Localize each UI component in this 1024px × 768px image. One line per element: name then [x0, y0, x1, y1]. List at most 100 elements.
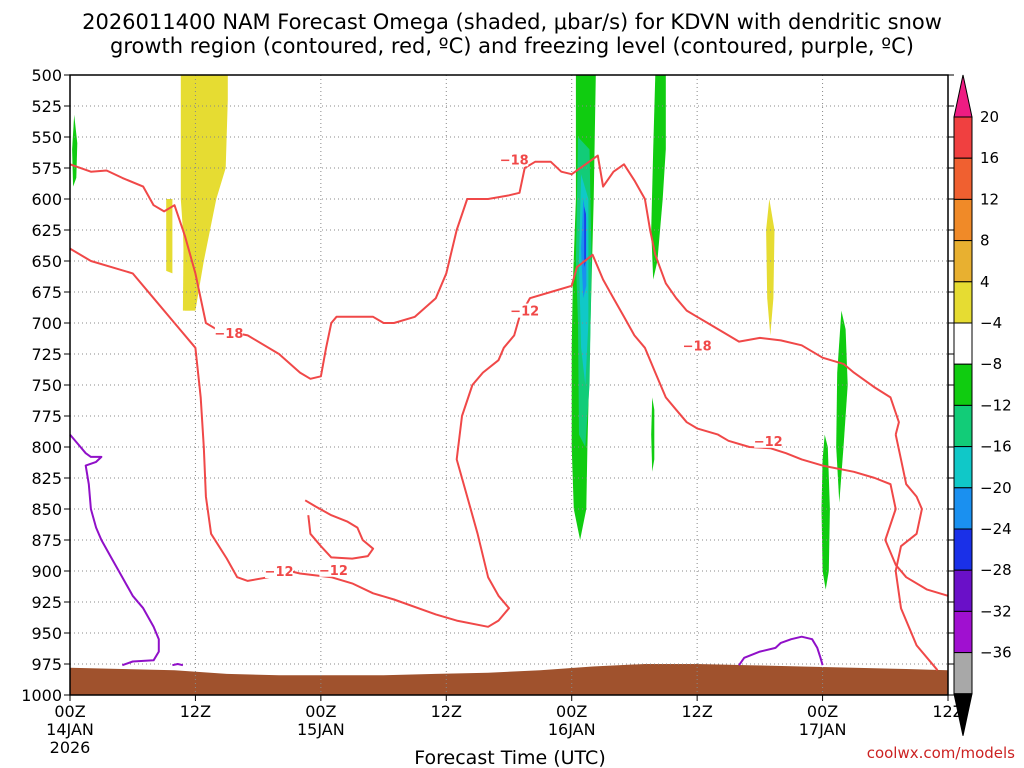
colorbar-swatch-2 [953, 157, 973, 200]
colorbar-bottom-arrow [953, 693, 973, 736]
x-tick-label-48: 00Z [556, 702, 587, 721]
y-tick-label-800: 800 [31, 438, 62, 457]
y-tick-label-725: 725 [31, 345, 62, 364]
contour-dgz-rightlow [894, 434, 939, 671]
colorbar-swatch-13 [953, 610, 973, 654]
y-axis: 500 525 550 575 600 625 650 675 700 725 750 775 800 8… [21, 66, 954, 705]
x-tick-label-24: 00Z [305, 702, 336, 721]
contour-label-5: −12 [265, 565, 294, 580]
contour-label-0: −18 [500, 153, 529, 168]
contour-labels: −18 −18 −12 −18 −12 −12 −12 [214, 152, 783, 580]
colorbar-label-12: −32 [980, 602, 1012, 620]
temperature-contours [69, 154, 949, 671]
terrain-fill [70, 664, 948, 695]
contour-freezing-small [172, 663, 184, 667]
omega-region-yellow-t21 [166, 199, 173, 274]
terrain-polygon [70, 664, 948, 695]
contour-freezing-left [69, 433, 160, 667]
colorbar-swatch-3 [953, 198, 973, 242]
y-tick-label-575: 575 [31, 159, 62, 178]
contour-label-bg-5 [265, 564, 294, 578]
colorbar-label-1: 16 [980, 149, 999, 167]
y-tick-label-550: 550 [31, 128, 62, 147]
y-tick-label-900: 900 [31, 562, 62, 581]
x-tick-label-36: 12Z [431, 702, 462, 721]
omega-region-green-t0 [72, 114, 78, 187]
y-tick-label-500: 500 [31, 66, 62, 85]
colorbar-top-arrow [953, 74, 973, 118]
y-tick-label-925: 925 [31, 593, 62, 612]
contour-label-bg-4 [754, 433, 783, 448]
colorbar-label-7: −12 [980, 396, 1012, 414]
colorbar-swatch-4 [953, 240, 973, 283]
colorbar-label-6: −8 [980, 355, 1002, 373]
colorbar-swatch-10 [953, 487, 973, 530]
y-tick-label-875: 875 [31, 531, 62, 550]
x-tick-label-12: 12Z [180, 702, 211, 721]
x-tick-label-60: 12Z [681, 702, 712, 721]
colorbar-label-11: −28 [980, 561, 1012, 579]
colorbar-label-4: 4 [980, 273, 990, 291]
omega-region-green-t73 [821, 434, 830, 590]
colorbar-swatch-9 [953, 446, 973, 489]
contour-label-3: −18 [683, 339, 712, 354]
chart-title-line-2: growth region (contoured, red, ºC) and f… [110, 34, 914, 58]
omega-region-yellow-t67 [766, 199, 775, 336]
omega-region-green-t54 [651, 75, 666, 280]
colorbar-label-10: −24 [980, 520, 1012, 538]
colorbar-swatch-12 [953, 569, 973, 612]
y-tick-label-1000: 1000 [21, 686, 62, 705]
colorbar-swatch-8 [953, 404, 973, 448]
colorbar-label-13: −36 [980, 644, 1012, 662]
y-tick-label-650: 650 [31, 252, 62, 271]
contour-label-bg-3 [683, 338, 712, 353]
colorbar-swatch-5 [953, 281, 973, 324]
contour-freezing-right [738, 635, 824, 666]
y-tick-label-850: 850 [31, 500, 62, 519]
colorbar-label-9: −20 [980, 479, 1012, 497]
contour-label-bg-0 [500, 152, 529, 167]
y-tick-label-600: 600 [31, 190, 62, 209]
y-tick-label-700: 700 [31, 314, 62, 333]
colorbar-swatch-1 [953, 116, 973, 159]
omega-shading [72, 75, 848, 590]
contour-label-bg-2 [510, 303, 539, 318]
contour-dgz-cold-upper [69, 154, 900, 435]
x-date-label-48: 16JAN [548, 720, 596, 739]
contour-label-1: −18 [214, 327, 243, 342]
contour-label-bg-6 [319, 562, 348, 577]
y-tick-label-975: 975 [31, 655, 62, 674]
contour-dgz-lower-loop [304, 499, 375, 560]
y-tick-label-750: 750 [31, 376, 62, 395]
y-tick-label-675: 675 [31, 283, 62, 302]
y-tick-label-950: 950 [31, 624, 62, 643]
omega-region-green-t55 [651, 397, 655, 472]
colorbar-swatch-7 [953, 363, 973, 406]
contour-label-4: −12 [754, 435, 783, 450]
y-tick-label-775: 775 [31, 407, 62, 426]
x-tick-label-84: 12Z [932, 702, 963, 721]
colorbar-swatch-6 [953, 322, 973, 365]
colorbar-swatch-14 [953, 652, 973, 695]
contour-label-2: −12 [510, 305, 539, 320]
colorbar-label-0: 20 [980, 108, 999, 126]
contour-label-bg-1 [214, 325, 243, 340]
omega-region-darkblue-t49 [584, 206, 586, 268]
x-date-label-72: 17JAN [799, 720, 847, 739]
y-tick-label-825: 825 [31, 469, 62, 488]
y-tick-label-625: 625 [31, 221, 62, 240]
omega-region-yellow-t16 [182, 75, 227, 311]
x-year-label: 2026 [50, 738, 91, 757]
contour-label-6: −12 [319, 564, 348, 579]
x-date-label-0: 14JAN [46, 720, 94, 739]
x-axis-title: Forecast Time (UTC) [414, 747, 605, 768]
contour-dgz-warm-outer [69, 247, 949, 628]
omega-region-green-t74 [836, 310, 848, 503]
credit-text: coolwx.com/models [867, 744, 1015, 762]
colorbar-label-5: −4 [980, 314, 1002, 332]
colorbar-label-8: −16 [980, 438, 1012, 456]
colorbar: 20 16 12 8 4 −4 −8 −12 −16 −20 −24 −28 −32 −36 [953, 74, 1012, 736]
colorbar-swatch-11 [953, 528, 973, 571]
